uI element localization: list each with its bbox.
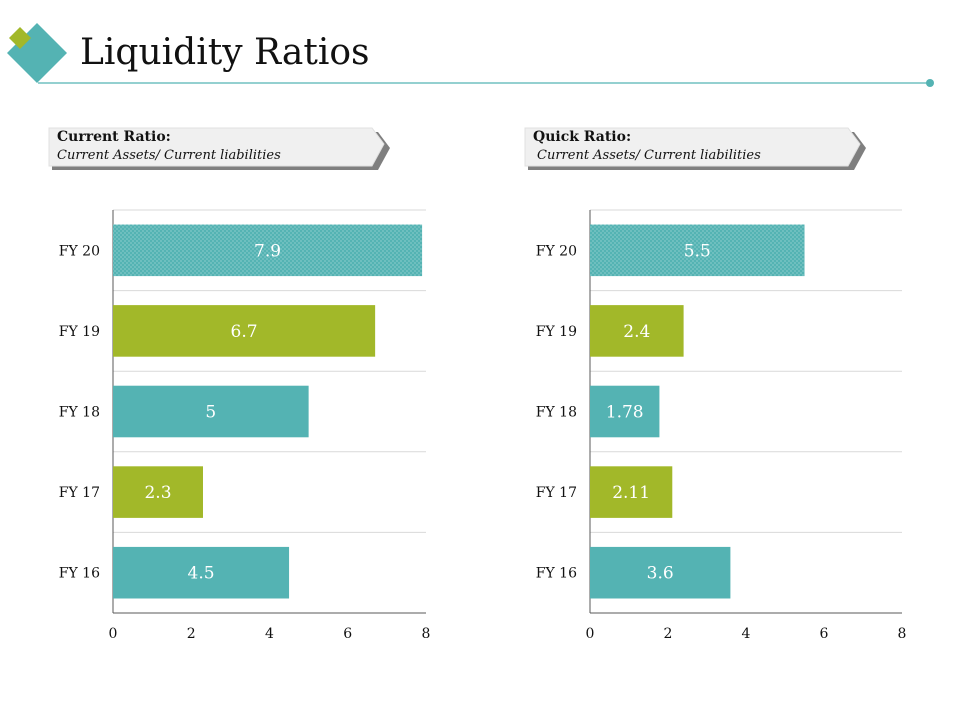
bar-fy-18	[113, 385, 309, 438]
bar-fy-16	[590, 546, 731, 599]
bar-fy-17	[113, 466, 203, 518]
x-tick-label: 0	[109, 626, 118, 642]
bar-value-label: 4.5	[188, 564, 215, 584]
bar-fy-18	[590, 385, 660, 438]
bar-value-label: 7.9	[254, 241, 281, 261]
x-tick-label: 0	[586, 626, 595, 642]
ribbon-shape	[48, 127, 390, 170]
x-tick-label: 6	[343, 626, 352, 642]
bar-value-label: 6.7	[231, 322, 258, 342]
bar-value-label: 1.78	[606, 403, 644, 423]
bar-fy-19	[113, 305, 376, 357]
bar-fy-19	[590, 305, 684, 357]
bar-value-label: 5	[205, 403, 216, 423]
category-label: FY 19	[59, 324, 100, 340]
bar-fy-17	[590, 466, 673, 518]
category-label: FY 19	[536, 324, 577, 340]
quick-ratio-formula: Current Assets/ Current liabilities	[537, 148, 761, 163]
category-label: FY 17	[59, 485, 100, 501]
ribbon-shape	[524, 127, 866, 170]
page-title: Liquidity Ratios	[80, 32, 370, 73]
diamond-logo-icon	[7, 23, 67, 83]
x-tick-label: 8	[422, 626, 431, 642]
current-ratio-heading: Current Ratio:	[57, 129, 171, 145]
x-tick-label: 4	[265, 626, 274, 642]
current-ratio-header: Current Ratio: Current Assets/ Current l…	[48, 126, 393, 176]
bar-fy-16	[113, 546, 290, 599]
x-tick-label: 8	[898, 626, 907, 642]
category-label: FY 18	[59, 405, 100, 421]
quick-ratio-header: Quick Ratio: Current Assets/ Current lia…	[524, 126, 869, 176]
category-label: FY 18	[536, 405, 577, 421]
category-label: FY 20	[59, 243, 100, 259]
bar-fy-20	[113, 224, 423, 277]
quick-ratio-heading: Quick Ratio:	[533, 129, 632, 145]
x-tick-label: 2	[187, 626, 196, 642]
bar-value-label: 2.4	[623, 322, 650, 342]
category-label: FY 16	[536, 566, 577, 582]
bar-value-label: 2.11	[612, 483, 650, 503]
bar-value-label: 2.3	[144, 483, 171, 503]
category-label: FY 20	[536, 243, 577, 259]
bar-fy-20	[590, 224, 805, 277]
bar-value-label: 5.5	[684, 241, 711, 261]
x-tick-label: 6	[820, 626, 829, 642]
current-ratio-formula: Current Assets/ Current liabilities	[57, 148, 281, 163]
x-tick-label: 4	[742, 626, 751, 642]
x-tick-label: 2	[664, 626, 673, 642]
bar-value-label: 3.6	[647, 564, 674, 584]
title-divider	[38, 79, 934, 87]
category-label: FY 17	[536, 485, 577, 501]
category-label: FY 16	[59, 566, 100, 582]
